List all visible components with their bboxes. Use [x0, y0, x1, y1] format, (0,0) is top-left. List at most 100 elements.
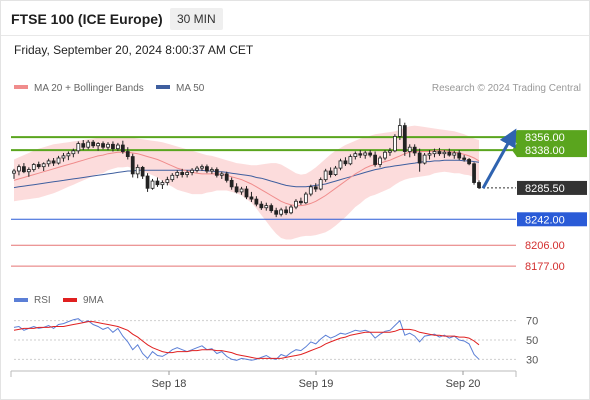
candle-body	[437, 151, 442, 155]
ma50-legend-label: MA 50	[176, 83, 205, 94]
rsi-legend-label: RSI	[34, 295, 51, 306]
candle	[343, 157, 348, 166]
candle-body	[407, 146, 412, 152]
candle-body	[447, 151, 452, 156]
candle	[254, 196, 259, 207]
candle	[190, 168, 194, 176]
candle	[383, 150, 387, 161]
candle-body	[41, 163, 46, 168]
support-label: 8177.00	[525, 261, 565, 273]
resistance-label-tip	[512, 143, 517, 158]
candle	[115, 142, 120, 151]
candle-body	[125, 151, 130, 157]
candle	[46, 158, 51, 167]
candle	[259, 201, 264, 210]
candle-body	[308, 186, 313, 195]
candle	[249, 191, 254, 202]
candle-body	[111, 143, 115, 150]
candle-body	[452, 152, 457, 156]
candle	[86, 139, 91, 150]
candle	[284, 206, 288, 215]
candle-body	[274, 210, 279, 215]
x-tick-label: Sep 18	[152, 378, 187, 390]
candle-body	[130, 156, 135, 175]
candle	[244, 186, 249, 200]
candle	[101, 141, 105, 150]
candle-body	[234, 186, 239, 193]
candle-body	[338, 160, 343, 169]
candle-body	[96, 143, 100, 147]
candle-body	[373, 154, 378, 165]
candle-body	[205, 166, 209, 172]
candle	[457, 150, 462, 161]
candle	[209, 167, 214, 174]
candle-body	[190, 169, 194, 173]
candle-body	[170, 174, 175, 181]
candle	[323, 168, 328, 182]
ma20-line	[13, 150, 480, 207]
candle-body	[36, 164, 41, 168]
timestamp: Friday, September 20, 2024 8:00:37 AM CE…	[14, 43, 254, 57]
candle-body	[363, 152, 368, 156]
candle	[76, 141, 81, 154]
candle	[239, 186, 244, 195]
candle	[120, 140, 125, 154]
candle-body	[313, 186, 318, 190]
candle-body	[442, 151, 447, 155]
candle	[185, 170, 190, 178]
candle-body	[219, 173, 224, 176]
candle-body	[160, 182, 165, 186]
candle	[318, 177, 323, 191]
candle	[66, 151, 71, 161]
candle	[106, 142, 110, 151]
candle-body	[378, 157, 382, 165]
candle	[205, 164, 209, 174]
interval-badge[interactable]: 30 MIN	[170, 8, 223, 30]
candle-body	[269, 205, 274, 212]
last-price-label: 8285.50	[525, 183, 565, 195]
candle-body	[185, 172, 190, 175]
candle	[452, 150, 457, 159]
candle	[150, 178, 155, 190]
candle	[200, 164, 204, 171]
candle	[368, 150, 373, 158]
candle-body	[76, 143, 81, 152]
candle-body	[180, 172, 185, 175]
candle-body	[22, 166, 26, 173]
ma9-legend-swatch	[63, 298, 77, 302]
candle-body	[175, 172, 180, 176]
x-tick-label: Sep 19	[299, 378, 334, 390]
candle	[71, 148, 76, 158]
candle-body	[200, 166, 204, 169]
candle-body	[427, 153, 432, 156]
candle-body	[81, 143, 86, 148]
candle	[447, 148, 452, 157]
resistance-label-bg	[517, 130, 587, 145]
candle	[180, 168, 185, 178]
candle-body	[31, 164, 36, 170]
candle	[412, 144, 417, 156]
ma20-legend-label: MA 20 + Bollinger Bands	[34, 83, 144, 94]
rsi-tick-label: 50	[526, 335, 538, 347]
candle-body	[477, 182, 481, 188]
ma9-legend-label: 9MA	[83, 295, 104, 306]
candle-body	[101, 143, 105, 148]
candle	[130, 153, 135, 178]
candle	[467, 158, 471, 166]
support-label: 8206.00	[525, 240, 565, 252]
candle	[96, 142, 100, 151]
time-axis: Sep 18 Sep 19 Sep 20	[10, 370, 517, 390]
candle-body	[155, 180, 160, 186]
candle	[338, 158, 343, 171]
candle-body	[17, 166, 21, 172]
pivot-label: 8242.00	[525, 214, 565, 226]
candle-body	[165, 179, 170, 183]
level-pivot: 8242.00	[11, 212, 587, 227]
candle	[397, 118, 402, 140]
candle	[219, 171, 224, 179]
candle-body	[353, 153, 358, 157]
candle-body	[303, 193, 308, 204]
candle	[17, 164, 21, 176]
candle-body	[145, 175, 150, 189]
